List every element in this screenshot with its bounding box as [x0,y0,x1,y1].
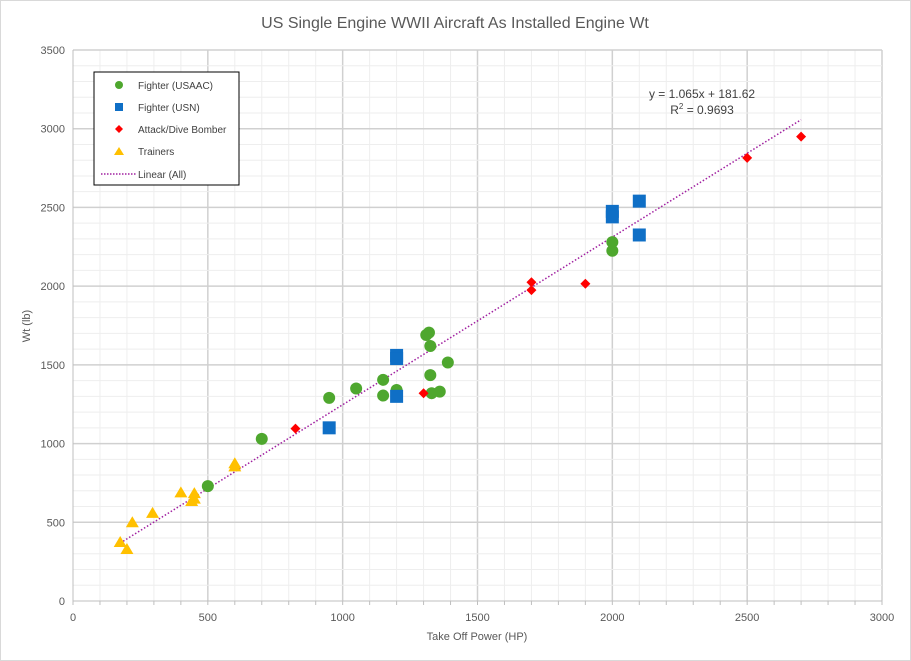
trendline-linear-all [119,119,802,544]
legend-label-trainers: Trainers [138,147,174,158]
y-tick-label: 2500 [41,202,65,214]
point-fighter-usaac [377,389,390,402]
legend-label-attack-dive-bomber: Attack/Dive Bomber [138,125,227,136]
series-attack-dive-bomber [290,131,807,434]
legend-label-linear-all: Linear (All) [138,170,186,181]
point-fighter-usaac [606,244,619,257]
point-fighter-usaac [424,369,437,382]
point-attack-dive-bomber [526,285,537,296]
series-trainers [113,457,242,555]
legend-entry-attack-dive-bomber: Attack/Dive Bomber [115,125,227,136]
legend-marker-triangle [114,147,124,155]
point-trainers [120,543,134,555]
x-tick-label: 1000 [330,612,354,624]
point-attack-dive-bomber [418,388,429,399]
series-fighter-usn [322,194,646,435]
point-fighter-usaac [255,432,268,445]
point-attack-dive-bomber [290,423,301,434]
x-tick-label: 500 [199,612,217,624]
point-trainers [187,492,201,504]
point-fighter-usaac [606,236,619,249]
point-fighter-usn [632,194,646,208]
point-attack-dive-bomber [526,277,537,288]
x-tick-labels: 0 500 1000 1500 2000 2500 3000 [70,612,894,624]
r-squared-value: = 0.9693 [683,103,734,117]
point-fighter-usn [605,210,619,224]
x-axis-title: Take Off Power (HP) [427,631,528,643]
point-fighter-usaac [441,356,454,369]
series-fighter-usaac [201,236,619,493]
x-tick-label: 0 [70,612,76,624]
point-trainers [187,487,201,499]
trendline-equation: y = 1.065x + 181.62 R2 = 0.9693 [649,87,755,117]
legend-label-fighter-usaac: Fighter (USAAC) [138,81,213,92]
legend: Fighter (USAAC) Fighter (USN) Attack/Div… [93,71,240,186]
y-tick-label: 3500 [41,45,65,57]
point-trainers [174,486,188,498]
y-tick-label: 3000 [41,124,65,136]
point-trainers [146,506,160,518]
y-tick-label: 0 [59,596,65,608]
point-fighter-usn [632,228,646,242]
equation-text: y = 1.065x + 181.62 [649,87,755,101]
point-fighter-usaac [323,391,336,404]
y-axis-title: Wt (lb) [21,310,33,342]
x-tick-label: 2500 [735,612,759,624]
point-fighter-usn [390,389,404,403]
legend-label-fighter-usn: Fighter (USN) [138,103,200,114]
point-fighter-usaac [350,382,363,395]
point-attack-dive-bomber [796,131,807,142]
legend-entry-fighter-usaac: Fighter (USAAC) [115,81,213,92]
y-tick-label: 2000 [41,281,65,293]
legend-entry-linear-all: Linear (All) [101,170,186,181]
x-tick-label: 1500 [465,612,489,624]
axes [72,50,883,605]
y-tick-label: 1000 [41,439,65,451]
point-fighter-usaac [201,480,214,493]
point-trainers [125,516,139,528]
point-fighter-usn [322,421,336,435]
legend-entry-fighter-usn: Fighter (USN) [115,103,200,114]
trendline-group [119,119,802,544]
point-fighter-usaac [424,339,437,352]
legend-marker-circle [115,81,123,89]
chart-title: US Single Engine WWII Aircraft As Instal… [261,15,649,32]
x-tick-label: 2000 [600,612,624,624]
point-attack-dive-bomber [580,278,591,289]
r-squared-r: R [670,103,679,117]
y-tick-label: 1500 [41,360,65,372]
point-attack-dive-bomber [742,152,753,163]
point-fighter-usaac [422,326,435,339]
x-tick-label: 3000 [870,612,894,624]
point-trainers [228,460,242,472]
point-trainers [113,535,127,547]
y-tick-labels: 0 500 1000 1500 2000 2500 3000 3500 [41,45,65,608]
y-tick-label: 500 [47,517,65,529]
data-points [113,131,807,555]
gridlines [73,49,883,601]
point-fighter-usn [390,352,404,366]
legend-entry-trainers: Trainers [114,147,174,158]
legend-marker-diamond [115,125,123,133]
r-squared-sup: 2 [679,102,684,111]
r-squared-text: R2 = 0.9693 [670,102,734,117]
point-fighter-usaac [377,373,390,386]
legend-marker-square [115,103,123,111]
point-fighter-usaac [433,385,446,398]
